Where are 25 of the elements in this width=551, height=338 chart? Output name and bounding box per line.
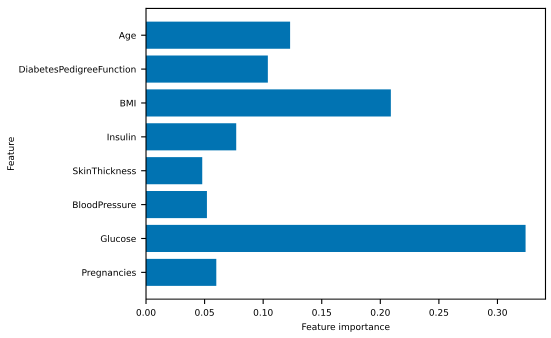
- y-tick-label: Insulin: [108, 133, 136, 140]
- bar: [146, 123, 236, 150]
- bar: [146, 157, 202, 184]
- y-tick-label: BloodPressure: [73, 201, 136, 208]
- x-tick-label: 0.05: [195, 309, 214, 316]
- x-tick-label: 0.15: [312, 309, 331, 316]
- y-axis-title: Feature: [7, 137, 14, 170]
- bar: [146, 89, 391, 117]
- y-tick-label: Pregnancies: [82, 268, 136, 278]
- y-tick-label: Glucose: [100, 235, 136, 242]
- bar: [146, 224, 526, 252]
- y-tick-label: SkinThickness: [73, 167, 136, 174]
- bar: [146, 22, 290, 49]
- bar: [146, 191, 207, 218]
- x-tick-label: 0.20: [370, 309, 390, 316]
- y-tick-label: DiabetesPedigreeFunction: [19, 66, 136, 74]
- x-tick-label: 0.30: [488, 309, 507, 316]
- x-tick-label: 0.10: [254, 309, 273, 316]
- y-tick-label: Age: [118, 32, 136, 41]
- x-tick-label: 0.25: [429, 309, 448, 316]
- y-tick-label: BMI: [120, 100, 136, 106]
- x-axis-title: Feature importance: [302, 323, 390, 332]
- x-tick-label: 0.00: [136, 309, 156, 316]
- bar: [146, 56, 268, 83]
- bar: [146, 258, 216, 286]
